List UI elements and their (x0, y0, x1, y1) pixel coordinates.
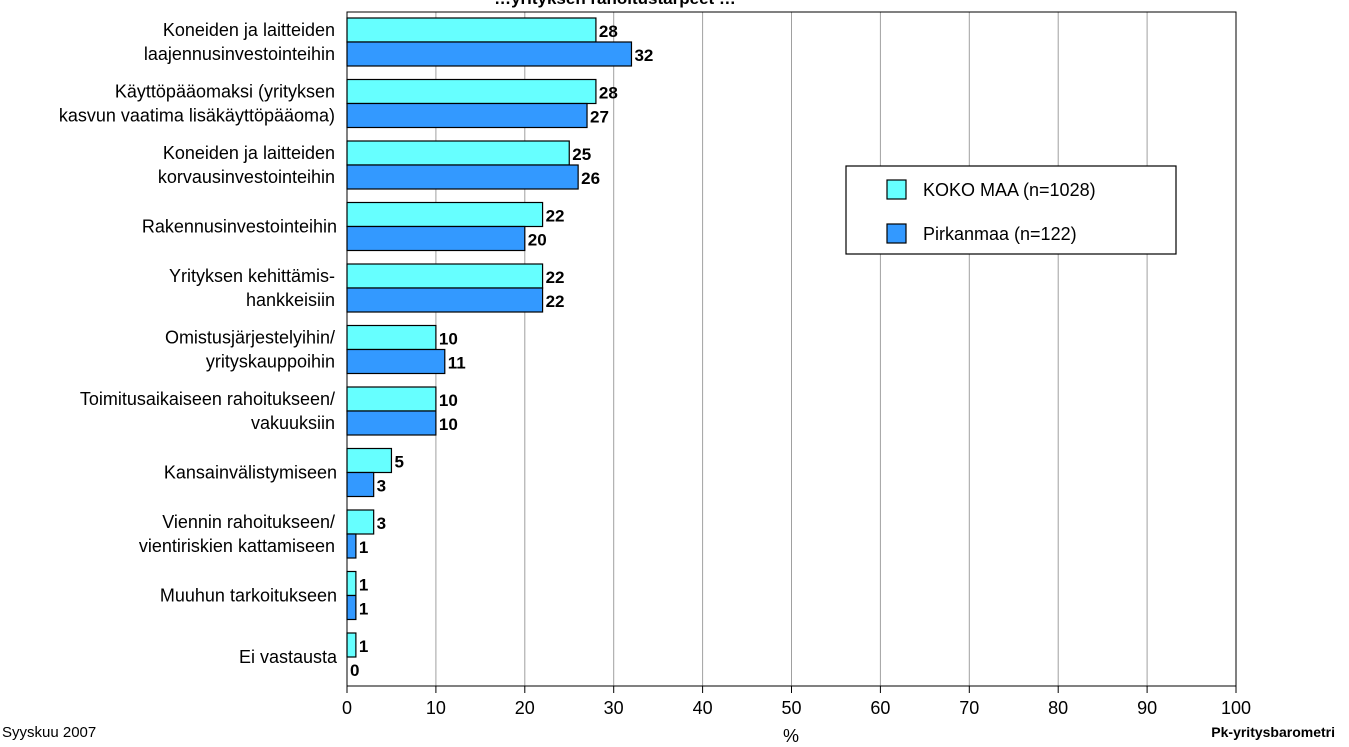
bar-koko-maa (346, 386, 437, 412)
legend-label: KOKO MAA (n=1028) (923, 180, 1096, 200)
bar-value-label: 10 (439, 391, 458, 410)
category-label: Yrityksen kehittämis- (169, 266, 335, 286)
category-label: Koneiden ja laitteiden (163, 143, 335, 163)
x-axis-label: % (783, 726, 800, 746)
x-tick-label: 0 (342, 698, 352, 718)
bar-koko-maa (346, 140, 570, 166)
category-label: korvausinvestointeihin (158, 167, 335, 187)
x-tick-label: 50 (781, 698, 801, 718)
bar-value-label: 10 (439, 415, 458, 434)
footer-date: Syyskuu 2007 (2, 724, 97, 741)
bar-pirkanmaa (346, 471, 375, 498)
x-tick-label: 90 (1137, 698, 1157, 718)
category-label: Muuhun tarkoitukseen (160, 586, 337, 606)
bar-koko-maa (346, 324, 437, 351)
bar-value-label: 10 (439, 330, 458, 349)
bar-koko-maa (346, 509, 375, 535)
bar-pirkanmaa (346, 348, 446, 375)
bar-koko-maa (346, 632, 357, 658)
bar-value-label: 11 (448, 354, 466, 373)
legend-label: Pirkanmaa (n=122) (923, 224, 1077, 244)
x-tick-label: 70 (959, 698, 979, 718)
bar-value-label: 3 (377, 514, 386, 533)
category-label: Rakennusinvestointeihin (142, 217, 337, 237)
category-label: hankkeisiin (246, 290, 335, 310)
bar-pirkanmaa (346, 164, 579, 190)
category-label: vientiriskien kattamiseen (139, 536, 335, 556)
bar-pirkanmaa (346, 287, 544, 313)
bar-value-label: 5 (394, 453, 403, 472)
category-label: vakuuksiin (251, 413, 335, 433)
bar-value-label: 22 (546, 292, 565, 311)
x-tick-label: 100 (1221, 698, 1251, 718)
bar-value-label: 1 (359, 538, 368, 557)
bar-koko-maa (346, 78, 597, 105)
bar-value-label: 28 (599, 22, 618, 41)
category-label: Käyttöpääomaksi (yrityksen (115, 82, 335, 102)
bar-koko-maa (346, 201, 544, 228)
bar-pirkanmaa (346, 533, 357, 559)
category-label: yrityskauppoihin (206, 352, 335, 372)
bar-value-label: 22 (546, 268, 565, 287)
category-label: Koneiden ja laitteiden (163, 20, 335, 40)
x-tick-label: 80 (1048, 698, 1068, 718)
category-label: kasvun vaatima lisäkäyttöpääoma) (59, 106, 335, 126)
bar-koko-maa (346, 570, 357, 597)
bar-value-label: 32 (634, 46, 653, 65)
bar-koko-maa (346, 17, 597, 43)
category-label: Viennin rahoitukseen/ (162, 512, 335, 532)
x-tick-label: 40 (693, 698, 713, 718)
bar-koko-maa (346, 263, 544, 289)
legend-swatch-koko-maa (886, 179, 907, 200)
bar-pirkanmaa (346, 102, 588, 129)
category-label: Toimitusaikaiseen rahoitukseen/ (80, 389, 335, 409)
bar-value-label: 0 (350, 661, 359, 680)
bar-value-label: 22 (546, 207, 565, 226)
bar-koko-maa (346, 447, 393, 474)
bar-pirkanmaa (346, 225, 526, 252)
bar-value-label: 26 (581, 169, 600, 188)
category-label: Kansainvälistymiseen (164, 463, 337, 483)
bar-value-label: 25 (572, 145, 591, 164)
bar-value-label: 1 (359, 576, 368, 595)
bar-pirkanmaa (346, 594, 357, 621)
footer-source: Pk-yritysbarometri (1211, 724, 1335, 740)
bar-value-label: 1 (359, 600, 368, 619)
bar-value-label: 3 (377, 477, 386, 496)
bar-pirkanmaa (346, 41, 633, 67)
category-label: Ei vastausta (239, 647, 338, 667)
x-tick-label: 30 (604, 698, 624, 718)
category-label: laajennusinvestointeihin (144, 44, 335, 64)
bar-value-label: 20 (528, 231, 547, 250)
x-tick-label: 20 (515, 698, 535, 718)
legend-swatch-pirkanmaa (886, 223, 907, 244)
chart-title: …yrityksen rahoitustarpeet … (494, 0, 736, 8)
x-tick-label: 10 (426, 698, 446, 718)
category-label: Omistusjärjestelyihin/ (165, 328, 335, 348)
x-tick-label: 60 (870, 698, 890, 718)
bar-value-label: 1 (359, 637, 368, 656)
bar-value-label: 27 (590, 108, 609, 127)
bar-pirkanmaa (346, 410, 437, 436)
bar-value-label: 28 (599, 84, 618, 103)
